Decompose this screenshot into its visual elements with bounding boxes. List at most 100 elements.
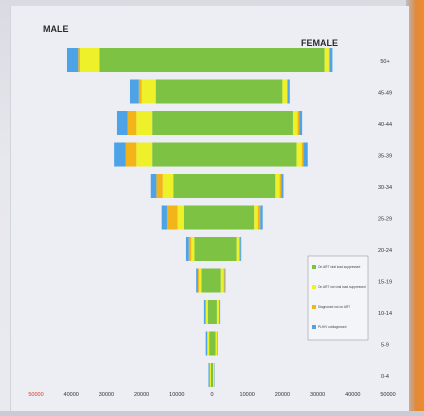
age-group-labels: 50+45-4940-4435-3930-3425-2920-2415-1910… [378,59,392,380]
age-label-45-49: 45-49 [378,91,392,97]
bar-female-50+-series-2 [329,48,330,72]
bar-female-30-34-series-0 [212,174,275,198]
bar-male-25-29-series-3 [162,206,167,230]
bar-male-10-14-series-2 [205,300,206,324]
bar-male-25-29-series-0 [184,206,212,230]
bar-female-40-44-series-1 [293,111,298,135]
bar-male-40-44-series-1 [136,111,152,135]
x-tick-label: 50000 [380,392,395,398]
bar-female-50+-series-3 [330,48,332,72]
bar-male-10-14-series-0 [208,300,212,324]
bar-female-45-49-series-3 [288,80,290,104]
bar-female-15-19-series-1 [221,269,224,293]
bar-female-30-34-series-1 [275,174,279,198]
x-tick-label: 0 [210,392,213,398]
x-tick-label: 40000 [64,392,79,398]
age-label-0-4: 0-4 [381,374,389,380]
x-tick-label: 10000 [240,392,255,398]
bar-male-40-44-series-0 [152,111,212,135]
bar-female-5-9-series-1 [216,332,218,356]
bar-male-15-19-series-0 [201,269,212,293]
legend-entry: On ART viral load suppressed [318,265,360,269]
x-tick-label: 20000 [275,392,290,398]
bar-female-40-44-series-3 [299,111,302,135]
bar-female-45-49-series-0 [212,80,282,104]
age-label-40-44: 40-44 [378,122,392,128]
bars-group [67,48,332,387]
bar-female-30-34-series-3 [281,174,283,198]
age-label-25-29: 25-29 [378,217,392,223]
bar-female-35-39-series-2 [302,143,304,167]
legend-swatch [312,325,316,329]
male-label: MALE [43,24,69,34]
bar-female-5-9-series-0 [212,332,216,356]
bar-male-35-39-series-3 [114,143,126,167]
bar-male-5-9-series-0 [209,332,212,356]
bar-female-20-24-series-1 [237,237,239,261]
bar-female-35-39-series-3 [304,143,308,167]
bar-male-35-39-series-2 [126,143,137,167]
bar-male-30-34-series-0 [173,174,212,198]
bar-male-45-49-series-1 [142,80,156,104]
bar-female-0-4-series-1 [213,363,214,387]
bar-male-35-39-series-0 [152,143,212,167]
bar-female-0-4-series-0 [212,363,213,387]
bar-female-45-49-series-1 [282,80,287,104]
bar-male-30-34-series-2 [156,174,162,198]
bar-male-15-19-series-3 [196,269,198,293]
bar-female-25-29-series-3 [260,206,262,230]
bar-female-50+-series-1 [325,48,329,72]
bar-male-10-14-series-3 [204,300,205,324]
bar-female-15-19-series-2 [224,269,225,293]
bar-male-0-4-series-3 [208,363,209,387]
female-label: FEMALE [301,38,338,48]
bar-female-25-29-series-2 [258,206,260,230]
bar-female-15-19-series-3 [225,269,226,293]
bar-female-25-29-series-0 [212,206,254,230]
bar-male-50+-series-3 [67,48,78,72]
legend-entry: PLHIV undiagnosed [318,325,347,329]
legend-swatch [312,305,316,309]
x-tick-label: 50000 [28,392,43,398]
legend-entry: On ART not viral load suppressed [318,285,366,289]
x-tick-label: 30000 [310,392,325,398]
bar-male-15-19-series-1 [199,269,201,293]
age-label-10-14: 10-14 [378,311,392,317]
bar-male-5-9-series-3 [206,332,207,356]
bar-male-40-44-series-2 [128,111,137,135]
bar-female-10-14-series-1 [217,300,219,324]
x-tick-label: 40000 [345,392,360,398]
bar-male-15-19-series-2 [198,269,199,293]
bar-male-40-44-series-3 [117,111,128,135]
legend-swatch [312,265,316,269]
bar-male-30-34-series-1 [163,174,174,198]
age-label-30-34: 30-34 [378,185,392,191]
bar-male-20-24-series-2 [189,237,191,261]
bar-female-15-19-series-0 [212,269,221,293]
bar-male-25-29-series-2 [167,206,178,230]
bar-female-45-49-series-2 [287,80,288,104]
bar-male-0-4-series-1 [210,363,211,387]
bar-male-10-14-series-1 [206,300,208,324]
population-pyramid-chart: MALE FEMALE 50+45-4940-4435-3930-3425-29… [11,6,409,411]
legend-swatch [312,285,316,289]
bar-female-30-34-series-2 [280,174,282,198]
bar-male-50+-series-2 [78,48,80,72]
bar-female-35-39-series-1 [296,143,301,167]
bar-female-20-24-series-2 [239,237,240,261]
bar-female-40-44-series-0 [212,111,293,135]
bar-male-20-24-series-1 [191,237,194,261]
age-label-15-19: 15-19 [378,280,392,286]
bar-male-50+-series-0 [99,48,212,72]
bar-female-10-14-series-3 [219,300,220,324]
bar-male-5-9-series-1 [207,332,209,356]
bar-female-50+-series-0 [212,48,325,72]
bar-female-20-24-series-3 [240,237,241,261]
x-tick-label: 20000 [134,392,149,398]
bar-male-25-29-series-1 [178,206,184,230]
age-label-50+: 50+ [380,59,389,65]
bar-female-40-44-series-2 [298,111,300,135]
bar-female-20-24-series-0 [212,237,237,261]
